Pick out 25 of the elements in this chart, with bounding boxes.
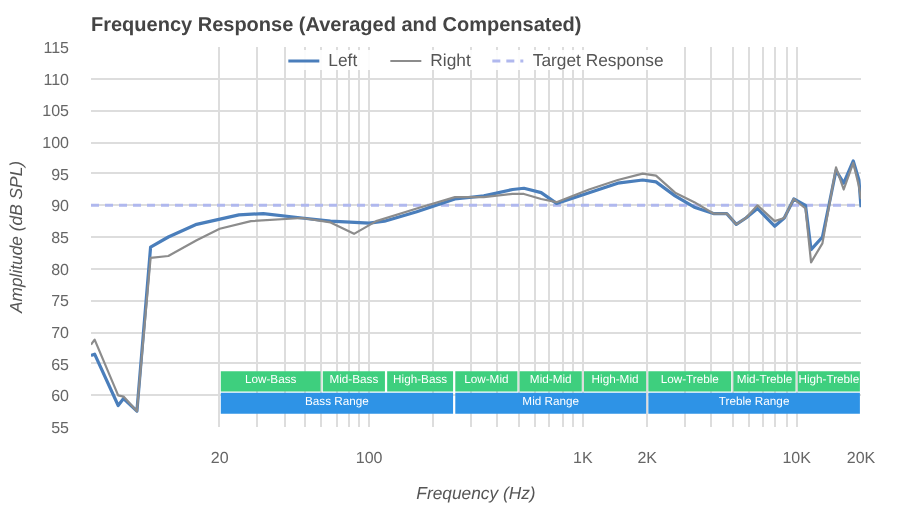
- x-tick-label: 10K: [782, 449, 813, 467]
- x-tick-label: 20: [210, 449, 230, 467]
- legend-label: Right: [430, 50, 471, 70]
- y-tick-label: 85: [51, 229, 71, 247]
- y-tick-label: 75: [51, 292, 71, 311]
- x-axis-title: Frequency (Hz): [416, 483, 536, 503]
- x-tick-label: 1K: [573, 449, 594, 467]
- y-tick-label: 95: [51, 165, 71, 184]
- y-axis-title: Amplitude (dB SPL): [6, 160, 27, 316]
- y-tick-label: 55: [51, 419, 71, 437]
- y-tick-label: 100: [42, 134, 71, 152]
- chart-title: Frequency Response (Averaged and Compensated): [91, 15, 582, 37]
- x-tick-label: 2K: [637, 449, 659, 467]
- y-tick-label: 80: [51, 260, 71, 279]
- x-tick-label: 20K: [846, 449, 877, 467]
- y-tick-label: 90: [51, 197, 71, 216]
- x-tick-label: 100: [355, 449, 384, 467]
- y-tick-label: 70: [51, 324, 71, 342]
- y-tick-label: 115: [43, 39, 71, 57]
- y-tick-label: 60: [51, 387, 71, 406]
- legend-label: Target Response: [532, 50, 664, 70]
- y-tick-label: 110: [43, 70, 71, 89]
- legend-label: Left: [328, 50, 360, 70]
- y-tick-label: 65: [51, 355, 71, 374]
- y-tick-label: 105: [42, 102, 71, 121]
